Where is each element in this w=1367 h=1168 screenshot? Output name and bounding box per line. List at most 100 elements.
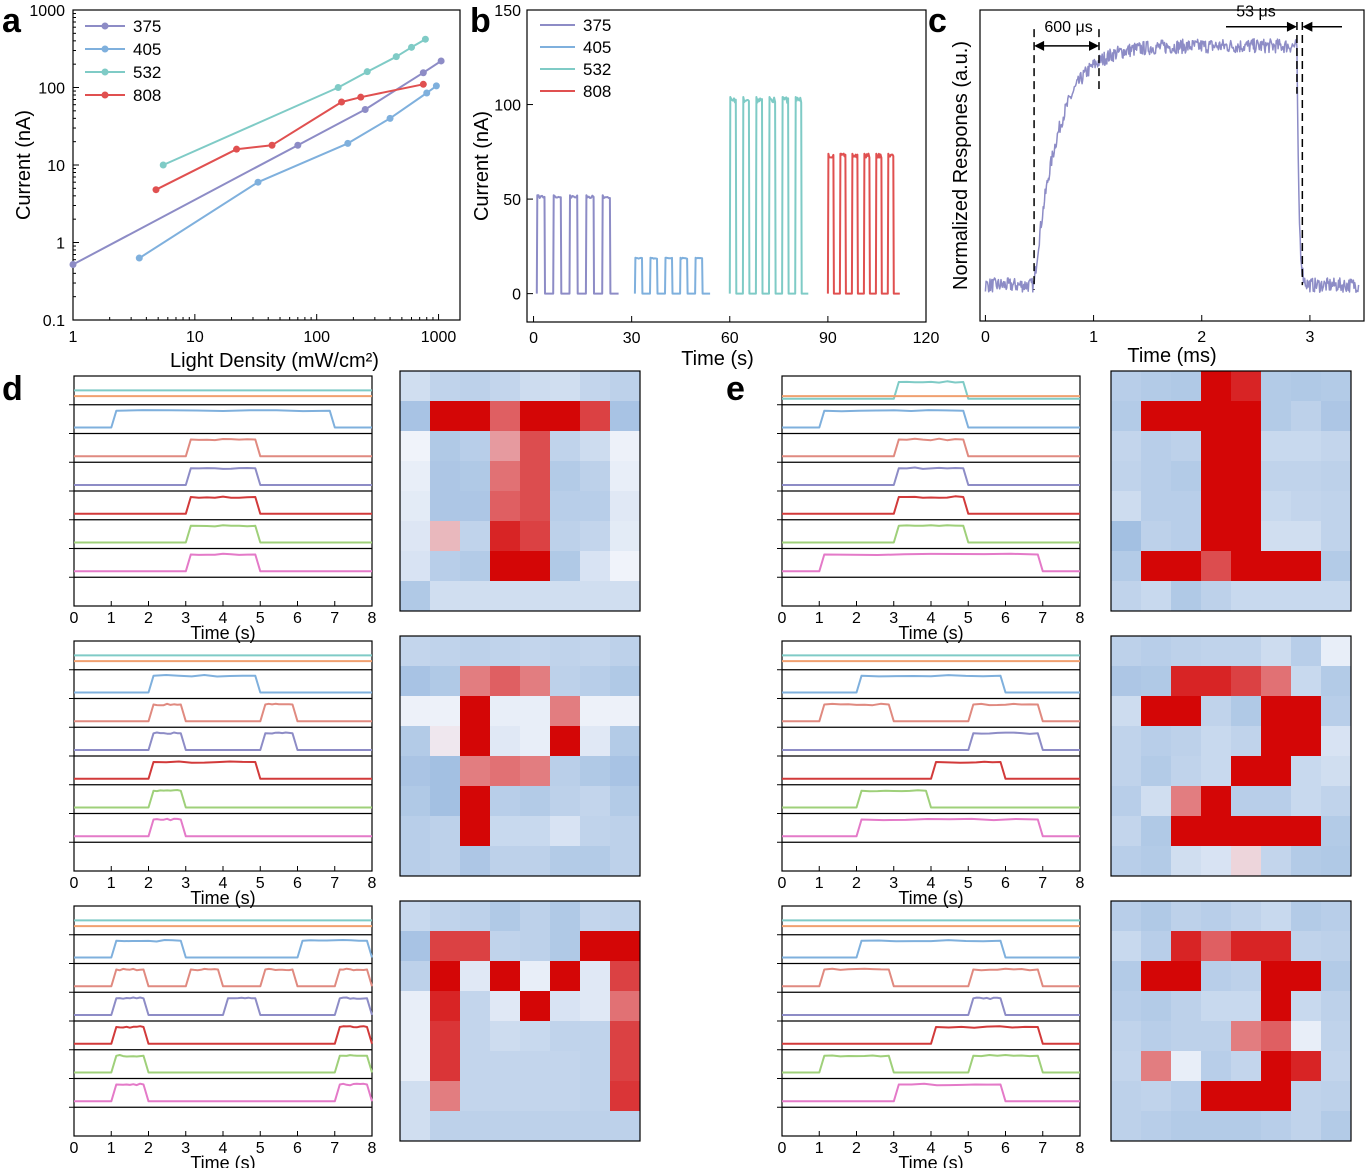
heatmap-cell	[520, 786, 551, 817]
heatmap-cell	[1261, 521, 1292, 552]
channel-trace	[782, 409, 1080, 429]
heatmap-cell	[430, 551, 461, 582]
channel-trace	[782, 967, 1080, 988]
heatmap-frame	[399, 900, 641, 1142]
heatmap-cell	[580, 371, 611, 402]
heatmap-cell	[490, 371, 521, 402]
heatmap-cell	[1141, 551, 1172, 582]
heatmap-cell	[1111, 431, 1142, 462]
heatmap-cell	[550, 521, 581, 552]
heatmap-cell	[1111, 931, 1142, 962]
heatmap-cell	[1111, 371, 1142, 402]
heatmap-cell	[460, 931, 491, 962]
x-tick-label: 2	[852, 875, 861, 892]
heatmap-cell	[1291, 1021, 1322, 1052]
heatmap-cell	[430, 521, 461, 552]
heatmap-cell	[430, 491, 461, 522]
heatmap-cell	[610, 991, 641, 1022]
heatmap-cell	[1141, 846, 1172, 877]
x-tick-label: 5	[256, 610, 265, 627]
heatmap-cell	[430, 726, 461, 757]
heatmap-cell	[580, 756, 611, 787]
heatmap-cell	[1111, 491, 1142, 522]
heatmap-cell	[1171, 846, 1202, 877]
heatmap-cell	[490, 551, 521, 582]
heatmap-cell	[1201, 401, 1232, 432]
x-tick-label: 6	[1001, 875, 1010, 892]
heatmap-cell	[1261, 1051, 1292, 1082]
heatmap-cell	[1111, 581, 1142, 612]
legend-label-808: 808	[133, 86, 161, 105]
panel-label-d: d	[2, 370, 23, 408]
heatmap-cell	[1321, 816, 1352, 847]
heatmap-cell	[490, 696, 521, 727]
heatmap-cell	[1261, 961, 1292, 992]
heatmap-cell	[1141, 636, 1172, 667]
y-axis-title: Current (nA)	[13, 110, 35, 220]
heatmap-cell	[460, 401, 491, 432]
channel-trace	[74, 409, 372, 429]
heatmap-cell	[430, 461, 461, 492]
heatmap-cell	[1291, 931, 1322, 962]
heatmap-cell	[550, 371, 581, 402]
heatmap-cell	[490, 1051, 521, 1082]
heatmap-cell	[550, 401, 581, 432]
legend-label-405: 405	[583, 38, 611, 57]
heatmap-cell	[610, 901, 641, 932]
x-tick-label: 1	[815, 875, 824, 892]
heatmap-cell	[430, 1051, 461, 1082]
data-point	[294, 141, 302, 149]
heatmap-cell	[550, 786, 581, 817]
x-axis-title: Time (s)	[681, 348, 754, 370]
heatmap-cell	[1261, 401, 1292, 432]
series-line-405	[633, 256, 711, 295]
heatmap-cell	[1231, 961, 1262, 992]
heatmap-cell	[610, 371, 641, 402]
heatmap-cell	[1231, 551, 1262, 582]
heatmap-cell	[1141, 931, 1172, 962]
x-tick-label: 2	[144, 1140, 153, 1157]
heatmap-cell	[490, 581, 521, 612]
heatmap-cell	[400, 401, 431, 432]
heatmap-cell	[460, 1051, 491, 1082]
heatmap-cell	[1261, 931, 1292, 962]
chart-e-letter-2: 0 1 2 3 4 5 6 7 8 Time (s)	[777, 635, 1352, 908]
heatmap-cell	[520, 371, 551, 402]
heatmap-cell	[490, 1081, 521, 1112]
heatmap-cell	[550, 1081, 581, 1112]
heatmap-cell	[1201, 756, 1232, 787]
x-tick-label: 5	[964, 875, 973, 892]
heatmap-cell	[490, 786, 521, 817]
heatmap-cell	[580, 931, 611, 962]
data-point	[159, 161, 167, 169]
x-tick-label: 5	[964, 610, 973, 627]
heatmap-cell	[580, 551, 611, 582]
y-tick-label: 100	[494, 98, 521, 115]
heatmap-cell	[460, 1021, 491, 1052]
panel-label-e: e	[726, 370, 745, 408]
heatmap-cell	[610, 431, 641, 462]
heatmap-cell	[580, 666, 611, 697]
x-tick-label: 1	[815, 610, 824, 627]
x-axis-title: Time (s)	[898, 623, 963, 643]
heatmap-cell	[460, 901, 491, 932]
heatmap-cell	[520, 696, 551, 727]
x-tick-label: 4	[219, 875, 228, 892]
heatmap-cell	[1321, 636, 1352, 667]
heatmap-cell	[490, 491, 521, 522]
x-axis-title: Light Density (mW/cm²)	[170, 350, 379, 372]
x-tick-label: 1	[815, 1140, 824, 1157]
x-tick-label: 0	[981, 329, 990, 346]
heatmap-cell	[1231, 846, 1262, 877]
heatmap-cell	[460, 1111, 491, 1142]
y-tick-label: 0.1	[43, 313, 65, 330]
heatmap-cell	[400, 816, 431, 847]
heatmap-cell	[1231, 816, 1262, 847]
heatmap-cell	[1141, 521, 1172, 552]
heatmap-cell	[1321, 991, 1352, 1022]
heatmap-cell	[1321, 1021, 1352, 1052]
heatmap-cell	[1261, 846, 1292, 877]
heatmap-cell	[580, 991, 611, 1022]
heatmap-cell	[1261, 991, 1292, 1022]
heatmap-cell	[1111, 696, 1142, 727]
